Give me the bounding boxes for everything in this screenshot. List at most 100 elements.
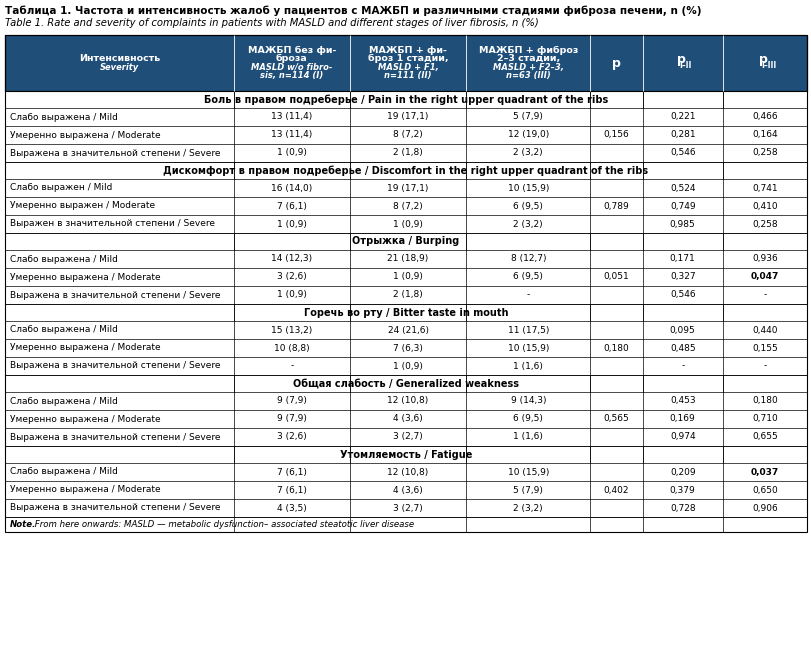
Text: 12 (10,8): 12 (10,8) [387,396,428,406]
Text: 0,180: 0,180 [751,396,777,406]
Text: 0,728: 0,728 [669,504,695,512]
Text: 4 (3,6): 4 (3,6) [393,414,423,424]
Text: I–III: I–III [761,61,775,71]
Text: Умеренно выражен / Moderate: Умеренно выражен / Moderate [10,201,155,211]
Text: Умеренно выражена / Moderate: Умеренно выражена / Moderate [10,414,161,424]
Bar [5,375,806,392]
Text: 0,985: 0,985 [669,219,695,229]
Bar [5,197,806,215]
Text: Table 1. Rate and severity of complaints in patients with MASLD and different st: Table 1. Rate and severity of complaints… [5,18,538,28]
Text: 12 (10,8): 12 (10,8) [387,468,428,476]
Text: Интенсивность: Интенсивность [79,54,160,63]
Text: 15 (13,2): 15 (13,2) [271,325,312,334]
Text: 0,565: 0,565 [603,414,629,424]
Bar [5,499,806,517]
Bar [5,179,806,197]
Text: 0,327: 0,327 [669,273,695,281]
Text: 5 (7,9): 5 (7,9) [513,486,543,494]
Bar [5,446,806,463]
Text: Умеренно выражена / Moderate: Умеренно выражена / Moderate [10,273,161,281]
Text: Выражена в значительной степени / Severe: Выражена в значительной степени / Severe [10,149,221,157]
Text: 0,410: 0,410 [751,201,777,211]
Bar [5,410,806,428]
Bar [5,481,806,499]
Text: 1 (1,6): 1 (1,6) [513,362,543,370]
Bar [5,126,806,144]
Text: 6 (9,5): 6 (9,5) [513,201,543,211]
Text: Severity: Severity [100,63,139,72]
Text: I–II: I–II [679,61,691,71]
Text: 1 (0,9): 1 (0,9) [393,273,423,281]
Text: 7 (6,3): 7 (6,3) [393,344,423,352]
Text: Таблица 1. Частота и интенсивность жалоб у пациентов с МАЖБП и различными стадия: Таблица 1. Частота и интенсивность жалоб… [5,5,701,15]
Text: 1 (0,9): 1 (0,9) [393,362,423,370]
Text: 3 (2,7): 3 (2,7) [393,432,423,442]
Text: 6 (9,5): 6 (9,5) [513,273,543,281]
Text: броз 1 стадии,: броз 1 стадии, [367,54,448,63]
Text: n=111 (II): n=111 (II) [384,71,431,80]
Text: Note.: Note. [10,520,36,529]
Text: 1 (1,6): 1 (1,6) [513,432,543,442]
Text: Умеренно выражена / Moderate: Умеренно выражена / Moderate [10,486,161,494]
Bar [5,304,806,321]
Text: 24 (21,6): 24 (21,6) [387,325,428,334]
Bar [5,286,806,304]
Bar [5,233,806,250]
Text: Умеренно выражена / Moderate: Умеренно выражена / Moderate [10,344,161,352]
Text: 0,974: 0,974 [669,432,695,442]
Bar [5,144,806,162]
Text: 7 (6,1): 7 (6,1) [277,486,307,494]
Text: MASLD + F2–3,: MASLD + F2–3, [492,63,563,72]
Text: 2 (1,8): 2 (1,8) [393,149,423,157]
Text: 8 (7,2): 8 (7,2) [393,201,423,211]
Text: 0,655: 0,655 [751,432,777,442]
Bar [5,321,806,339]
Bar [5,268,806,286]
Text: MASLD + F1,: MASLD + F1, [377,63,438,72]
Text: 0,440: 0,440 [751,325,777,334]
Text: 1 (0,9): 1 (0,9) [277,219,307,229]
Text: Выражена в значительной степени / Severe: Выражена в значительной степени / Severe [10,504,221,512]
Text: Слабо выражена / Mild: Слабо выражена / Mild [10,325,118,334]
Text: 0,051: 0,051 [603,273,629,281]
Text: Слабо выражена / Mild: Слабо выражена / Mild [10,255,118,263]
Text: 0,789: 0,789 [603,201,629,211]
Text: 4 (3,5): 4 (3,5) [277,504,307,512]
Bar [5,108,806,126]
Text: 2–3 стадии,: 2–3 стадии, [496,54,560,63]
Text: 7 (6,1): 7 (6,1) [277,468,307,476]
Text: n=63 (III): n=63 (III) [505,71,550,80]
Text: 0,650: 0,650 [751,486,777,494]
Text: 10 (15,9): 10 (15,9) [507,344,548,352]
Text: -: - [680,362,684,370]
Text: 2 (3,2): 2 (3,2) [513,149,543,157]
Text: 0,906: 0,906 [751,504,777,512]
Text: 9 (14,3): 9 (14,3) [510,396,545,406]
Text: 0,546: 0,546 [669,149,695,157]
Text: 0,466: 0,466 [751,113,777,121]
Text: p: p [758,53,767,67]
Text: Слабо выражена / Mild: Слабо выражена / Mild [10,113,118,121]
Bar [5,357,806,375]
Text: p: p [676,53,685,67]
Text: Выражен в значительной степени / Severe: Выражен в значительной степени / Severe [10,219,215,229]
Bar [5,392,806,410]
Text: Выражена в значительной степени / Severe: Выражена в значительной степени / Severe [10,432,221,442]
Text: 12 (19,0): 12 (19,0) [507,131,548,139]
Text: 3 (2,6): 3 (2,6) [277,273,307,281]
Text: 0,180: 0,180 [603,344,629,352]
Text: МАЖБП без фи-: МАЖБП без фи- [247,46,336,55]
Text: Умеренно выражена / Moderate: Умеренно выражена / Moderate [10,131,161,139]
Text: 11 (17,5): 11 (17,5) [507,325,548,334]
Text: 0,281: 0,281 [669,131,695,139]
Text: 0,171: 0,171 [669,255,695,263]
Text: 0,741: 0,741 [751,183,777,193]
Text: -: - [762,291,766,299]
Text: 0,209: 0,209 [669,468,695,476]
Text: 7 (6,1): 7 (6,1) [277,201,307,211]
Text: 0,221: 0,221 [669,113,694,121]
Text: 0,258: 0,258 [751,149,777,157]
Text: 19 (17,1): 19 (17,1) [387,113,428,121]
Text: 1 (0,9): 1 (0,9) [393,219,423,229]
Text: 4 (3,6): 4 (3,6) [393,486,423,494]
